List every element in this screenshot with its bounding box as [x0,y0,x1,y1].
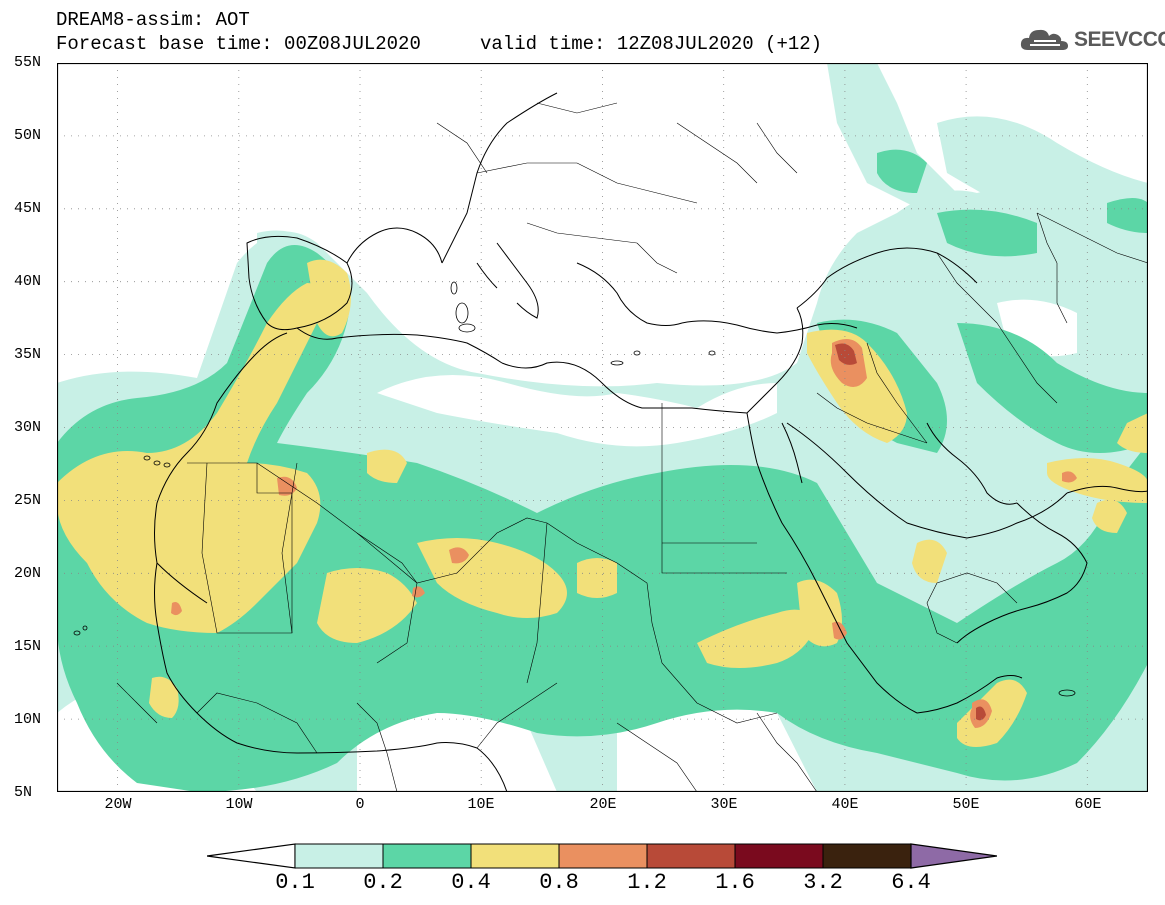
lon-label: 10E [467,796,495,813]
lat-label: 55N [14,54,42,71]
colorbar-swatch-above [910,843,997,869]
lat-label: 40N [14,273,42,290]
aot-map [57,63,1148,792]
cloud-icon [1020,29,1068,50]
lat-label: 50N [14,127,42,144]
country-borders [116,102,1148,792]
colorbar-swatch [382,843,472,869]
colorbar-swatch [558,843,648,869]
aot-colorbar [207,843,997,869]
lat-label: 10N [14,711,42,728]
lon-label: 40E [831,796,859,813]
lon-label: 20E [589,796,617,813]
map-plot [57,63,1148,792]
lat-label: 5N [14,784,33,801]
graticule [57,63,1148,792]
forecast-base-time: Forecast base time: 00Z08JUL2020 [56,33,421,55]
colorbar-label: 6.4 [891,870,931,895]
colorbar-label: 0.8 [539,870,579,895]
valid-time: valid time: 12Z08JUL2020 (+12) [480,33,823,55]
lon-label: 60E [1074,796,1102,813]
lat-label: 20N [14,565,42,582]
lat-label: 35N [14,346,42,363]
colorbar-swatch [294,843,384,869]
colorbar-label: 1.6 [715,870,755,895]
lon-label: 50E [952,796,980,813]
coastlines [57,92,1148,792]
colorbar-swatch-below [207,843,296,869]
colorbar-label: 1.2 [627,870,667,895]
lon-label: 10W [225,796,253,813]
lat-label: 30N [14,419,42,436]
aot-level-1.2 [835,343,986,721]
colorbar-swatch [734,843,824,869]
lon-label: 0 [355,796,365,813]
lat-label: 45N [14,200,42,217]
lon-label: 20W [104,796,132,813]
map-frame [57,63,1148,792]
colorbar-swatch [822,843,912,869]
logo-text: SEEVCCC [1074,28,1165,51]
colorbar-label: 0.2 [363,870,403,895]
lat-label: 25N [14,492,42,509]
colorbar-label: 0.1 [275,870,315,895]
colorbar-swatch [470,843,560,869]
map-title: DREAM8-assim: AOT [56,9,250,31]
lat-label: 15N [14,638,42,655]
seevccc-logo: SEEVCCC [1018,24,1165,56]
colorbar-swatch [646,843,736,869]
islands [73,281,1076,697]
lon-label: 30E [710,796,738,813]
colorbar-label: 0.4 [451,870,491,895]
colorbar-label: 3.2 [803,870,843,895]
